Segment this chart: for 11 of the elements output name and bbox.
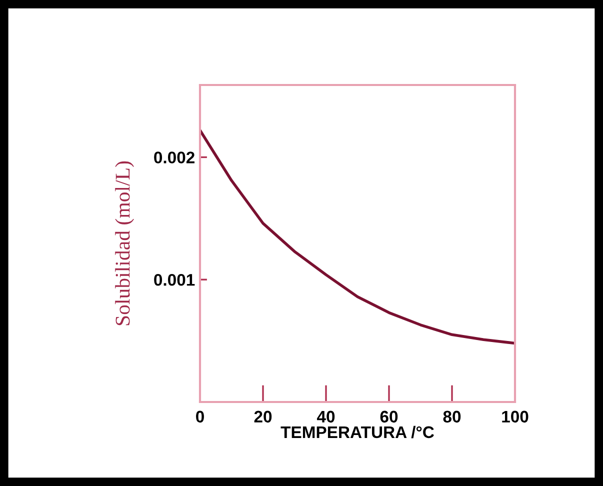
x-axis-title: TEMPERATURA /°C — [280, 426, 434, 438]
x-tick-label: 80 — [443, 410, 461, 423]
x-tick-label: 60 — [380, 410, 398, 423]
y-tick-label: 0.002 — [154, 152, 194, 164]
line-series — [200, 128, 515, 345]
y-tick-label: 0.001 — [154, 274, 195, 286]
y-axis-title: Solubilidad (mol/L) — [115, 161, 134, 326]
x-tick-label: 20 — [254, 410, 272, 423]
x-tick-label: 40 — [316, 410, 335, 423]
x-tick-label: 0 — [196, 410, 204, 423]
x-tick-label: 100 — [502, 410, 528, 423]
